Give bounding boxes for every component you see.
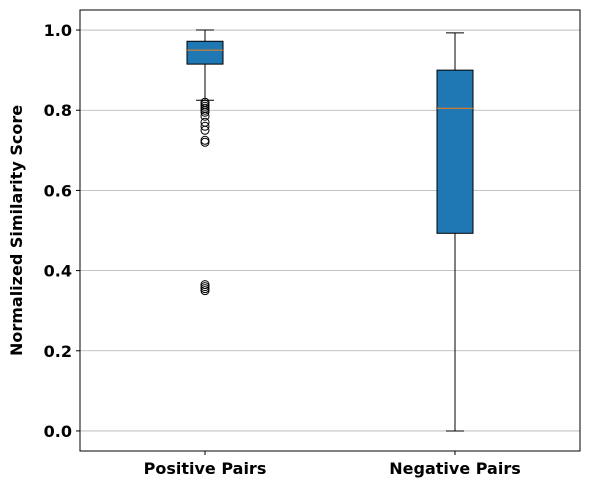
y-axis-label: Normalized Similarity Score	[7, 105, 26, 356]
y-tick-label: 0.2	[44, 342, 72, 361]
outlier-point	[200, 121, 210, 131]
y-tick-label: 0.4	[44, 262, 72, 281]
outlier-point	[200, 107, 210, 117]
iqr-box	[436, 69, 474, 234]
outlier-point	[200, 125, 210, 135]
outlier-point	[200, 111, 210, 121]
x-tick-label: Negative Pairs	[389, 459, 520, 478]
box-group	[436, 32, 474, 432]
y-tick-label: 1.0	[44, 21, 72, 40]
x-tick-label: Positive Pairs	[144, 459, 267, 478]
box-group	[186, 29, 224, 296]
y-tick-label: 0.0	[44, 422, 72, 441]
y-tick-label: 0.6	[44, 181, 72, 200]
y-tick-label: 0.8	[44, 101, 72, 120]
outlier-point	[200, 286, 210, 296]
plot-area-frame	[79, 9, 581, 452]
iqr-box	[186, 40, 224, 65]
outlier-point	[200, 137, 210, 147]
grid-lines	[80, 29, 580, 432]
boxes	[186, 29, 474, 432]
y-axis-ticks: 0.0 0.2 0.4 0.6 0.8 1.0	[44, 21, 80, 441]
outlier-point	[200, 135, 210, 145]
x-axis-ticks: Positive Pairs Negative Pairs	[144, 451, 521, 478]
